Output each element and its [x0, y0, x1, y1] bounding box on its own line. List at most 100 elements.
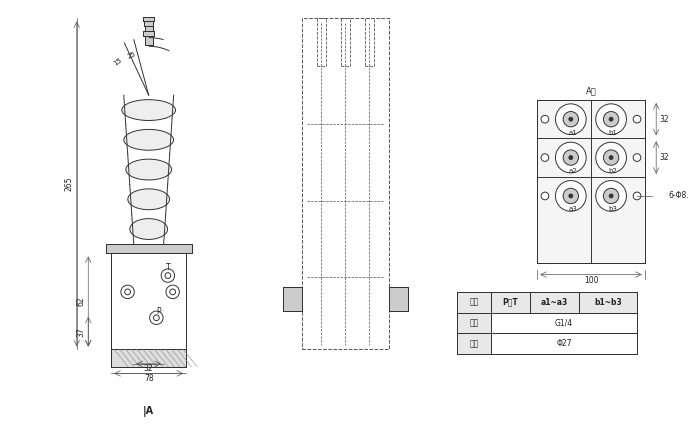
Bar	[537, 100, 645, 263]
Text: P: P	[156, 307, 160, 316]
Circle shape	[596, 104, 627, 135]
Text: P、T: P、T	[502, 298, 518, 307]
Bar	[491, 292, 530, 313]
Bar	[145, 17, 153, 45]
Circle shape	[165, 272, 171, 279]
Text: T: T	[166, 263, 170, 272]
Ellipse shape	[122, 100, 175, 120]
Text: b2: b2	[609, 168, 617, 174]
Text: 15: 15	[113, 57, 123, 67]
Bar	[144, 21, 153, 26]
Text: 62: 62	[76, 296, 85, 306]
Circle shape	[555, 181, 586, 211]
Text: b1~b3: b1~b3	[594, 298, 622, 307]
Bar	[457, 334, 491, 354]
Text: A向: A向	[585, 86, 596, 95]
Text: 265: 265	[65, 176, 74, 191]
Bar	[457, 334, 491, 354]
Text: 管平: 管平	[469, 339, 479, 348]
Circle shape	[541, 154, 549, 161]
Circle shape	[170, 289, 175, 295]
Text: Φ27: Φ27	[557, 339, 572, 348]
Text: 25: 25	[126, 50, 137, 59]
Text: 32: 32	[659, 115, 669, 124]
Bar	[341, 18, 350, 66]
Circle shape	[633, 116, 641, 123]
Circle shape	[596, 142, 627, 173]
Text: 油口: 油口	[469, 298, 479, 307]
Circle shape	[153, 315, 159, 320]
Bar	[145, 17, 153, 45]
Bar	[491, 292, 530, 313]
Circle shape	[609, 194, 613, 198]
Bar	[457, 292, 491, 313]
Text: a1~a3: a1~a3	[541, 298, 568, 307]
Bar	[143, 31, 154, 36]
Bar	[105, 244, 192, 253]
Bar	[302, 18, 389, 349]
Circle shape	[563, 150, 579, 165]
Bar	[316, 18, 326, 66]
Circle shape	[555, 142, 586, 173]
Circle shape	[603, 150, 619, 165]
Bar	[457, 292, 637, 354]
Bar	[111, 253, 186, 349]
Text: |A: |A	[143, 406, 154, 417]
Circle shape	[541, 192, 549, 200]
Bar	[491, 334, 637, 354]
Text: a1: a1	[568, 129, 577, 136]
Circle shape	[166, 285, 180, 299]
Text: a2: a2	[568, 168, 577, 174]
Bar	[111, 349, 186, 367]
Circle shape	[633, 192, 641, 200]
Circle shape	[609, 117, 613, 121]
Text: 尺寸: 尺寸	[469, 319, 479, 327]
Ellipse shape	[126, 159, 171, 180]
Text: 32: 32	[144, 364, 153, 373]
Text: b3: b3	[609, 206, 617, 212]
Text: 6-Φ8.5: 6-Φ8.5	[668, 191, 688, 201]
Bar	[530, 292, 579, 313]
Circle shape	[541, 116, 549, 123]
Bar	[457, 292, 491, 313]
Text: a3: a3	[568, 206, 577, 212]
Bar	[145, 26, 153, 31]
Bar	[105, 244, 192, 253]
Bar	[579, 292, 637, 313]
Circle shape	[633, 154, 641, 161]
Circle shape	[569, 117, 572, 121]
Bar	[389, 287, 408, 311]
Text: 32: 32	[659, 153, 669, 162]
Bar	[143, 17, 154, 21]
Bar	[111, 349, 186, 367]
Bar	[457, 313, 491, 334]
Circle shape	[563, 112, 579, 127]
Bar	[283, 287, 302, 311]
Circle shape	[569, 194, 572, 198]
Bar	[491, 313, 637, 334]
Circle shape	[609, 156, 613, 160]
Circle shape	[596, 181, 627, 211]
Bar	[457, 313, 491, 334]
Text: 37: 37	[76, 327, 85, 337]
Bar	[283, 287, 302, 311]
Ellipse shape	[128, 189, 169, 210]
Circle shape	[121, 285, 134, 299]
Circle shape	[603, 112, 619, 127]
Bar	[111, 253, 186, 349]
Bar	[579, 292, 637, 313]
Ellipse shape	[124, 129, 173, 150]
Bar	[143, 17, 154, 21]
Circle shape	[161, 269, 175, 282]
Bar	[143, 31, 154, 36]
Bar	[530, 292, 579, 313]
Bar	[144, 21, 153, 26]
Text: G1/4: G1/4	[555, 319, 573, 327]
Circle shape	[125, 289, 131, 295]
Ellipse shape	[130, 218, 168, 239]
Text: b1: b1	[609, 129, 617, 136]
Circle shape	[150, 311, 163, 324]
Circle shape	[569, 156, 572, 160]
Bar	[365, 18, 374, 66]
Circle shape	[555, 104, 586, 135]
